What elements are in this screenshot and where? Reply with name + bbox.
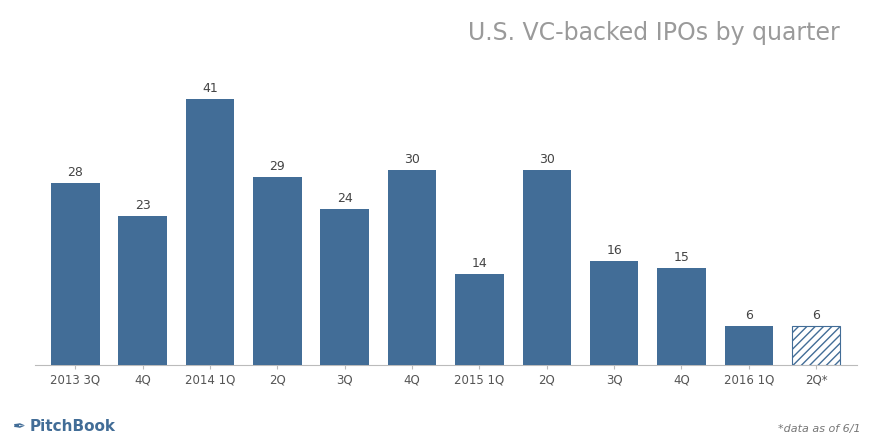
- Text: *data as of 6/1: *data as of 6/1: [778, 424, 861, 434]
- Bar: [725, 326, 773, 365]
- Bar: [388, 170, 436, 365]
- Text: 6: 6: [812, 309, 820, 322]
- Bar: [51, 183, 100, 365]
- Text: 15: 15: [674, 251, 690, 263]
- Text: 23: 23: [135, 199, 150, 212]
- Bar: [253, 177, 302, 365]
- Text: 24: 24: [336, 192, 352, 205]
- Bar: [590, 261, 638, 365]
- Text: U.S. VC-backed IPOs by quarter: U.S. VC-backed IPOs by quarter: [468, 20, 840, 44]
- Text: 30: 30: [404, 154, 420, 166]
- Text: 41: 41: [202, 82, 218, 95]
- Bar: [455, 274, 503, 365]
- Bar: [186, 99, 234, 365]
- Text: 30: 30: [538, 154, 555, 166]
- Bar: [657, 267, 705, 365]
- Bar: [119, 216, 167, 365]
- Text: ✒: ✒: [13, 419, 25, 434]
- Text: 28: 28: [67, 166, 83, 179]
- Text: 29: 29: [269, 160, 285, 173]
- Bar: [523, 170, 571, 365]
- Text: PitchBook: PitchBook: [30, 419, 115, 434]
- Text: 16: 16: [607, 244, 622, 257]
- Bar: [321, 209, 369, 365]
- Text: 6: 6: [745, 309, 753, 322]
- Bar: [792, 326, 841, 365]
- Text: 14: 14: [472, 257, 488, 270]
